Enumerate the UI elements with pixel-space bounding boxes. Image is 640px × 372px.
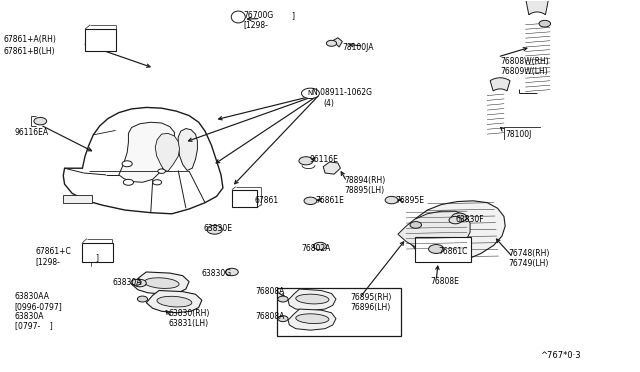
- Text: 67861+B(LH): 67861+B(LH): [4, 47, 56, 56]
- Circle shape: [539, 20, 550, 27]
- Ellipse shape: [144, 278, 179, 288]
- Polygon shape: [147, 291, 202, 313]
- Bar: [276, 288, 401, 336]
- Bar: [232, 190, 257, 208]
- Polygon shape: [178, 129, 197, 170]
- Text: 67861+C: 67861+C: [35, 247, 71, 256]
- Polygon shape: [132, 272, 189, 294]
- Text: 96116E: 96116E: [309, 155, 338, 164]
- Polygon shape: [119, 122, 174, 182]
- Text: 63831(LH): 63831(LH): [168, 320, 208, 328]
- Text: ]: ]: [291, 11, 294, 20]
- Polygon shape: [63, 108, 223, 214]
- Bar: [85, 29, 116, 51]
- Text: 63830A: 63830A: [113, 278, 142, 287]
- Polygon shape: [333, 38, 342, 47]
- Ellipse shape: [296, 314, 329, 324]
- Circle shape: [326, 40, 337, 46]
- Circle shape: [452, 238, 467, 247]
- Text: N: N: [308, 90, 313, 96]
- Text: 76895E: 76895E: [396, 196, 424, 205]
- Bar: [415, 237, 470, 262]
- Ellipse shape: [231, 11, 245, 23]
- Text: (4): (4): [323, 99, 334, 108]
- Circle shape: [301, 88, 319, 99]
- Circle shape: [207, 225, 222, 234]
- Text: 76808A: 76808A: [255, 312, 284, 321]
- Circle shape: [429, 244, 444, 253]
- Text: 63830AA: 63830AA: [15, 292, 50, 301]
- Text: 96116EA: 96116EA: [15, 128, 49, 137]
- Text: 67861+A(RH): 67861+A(RH): [4, 35, 57, 44]
- Circle shape: [385, 196, 398, 204]
- Ellipse shape: [157, 296, 192, 307]
- Circle shape: [138, 296, 148, 302]
- Circle shape: [131, 279, 141, 285]
- Circle shape: [452, 213, 467, 222]
- Bar: [63, 195, 92, 203]
- Text: 76808A: 76808A: [255, 287, 284, 296]
- Text: 76748(RH): 76748(RH): [508, 249, 550, 258]
- Text: 76895(RH): 76895(RH): [351, 293, 392, 302]
- Circle shape: [304, 197, 317, 205]
- Text: 63830G: 63830G: [202, 269, 232, 278]
- Text: N 08911-1062G: N 08911-1062G: [312, 88, 372, 97]
- Circle shape: [124, 179, 134, 185]
- Circle shape: [34, 118, 47, 125]
- Text: [1298-: [1298-: [35, 257, 60, 266]
- Text: 63830A: 63830A: [15, 312, 44, 321]
- Text: 76896(LH): 76896(LH): [351, 303, 391, 312]
- Circle shape: [299, 157, 313, 165]
- Text: 63830F: 63830F: [456, 215, 484, 224]
- Polygon shape: [156, 134, 179, 171]
- Text: 76809W(LH): 76809W(LH): [500, 67, 548, 76]
- Text: [0996-0797]: [0996-0797]: [15, 302, 63, 311]
- Text: 78100JA: 78100JA: [342, 42, 374, 51]
- Text: [1298-: [1298-: [243, 20, 268, 29]
- Text: 63830E: 63830E: [204, 224, 233, 233]
- Text: 76861C: 76861C: [439, 247, 468, 256]
- Bar: [83, 243, 113, 262]
- Text: 76700G: 76700G: [243, 11, 274, 20]
- Text: 76808W(RH): 76808W(RH): [500, 57, 549, 66]
- Circle shape: [158, 169, 166, 173]
- Text: 78894(RH): 78894(RH): [344, 176, 385, 185]
- Circle shape: [153, 180, 162, 185]
- Text: 76802A: 76802A: [301, 244, 330, 253]
- Polygon shape: [288, 309, 336, 330]
- Circle shape: [278, 296, 288, 302]
- Circle shape: [314, 242, 326, 250]
- Text: ]: ]: [95, 253, 98, 262]
- Polygon shape: [323, 162, 340, 174]
- Polygon shape: [525, 0, 549, 15]
- Polygon shape: [398, 211, 470, 251]
- Polygon shape: [490, 78, 510, 91]
- Polygon shape: [288, 289, 336, 311]
- Text: ^767*0·3: ^767*0·3: [540, 351, 581, 360]
- Text: [0797-    ]: [0797- ]: [15, 321, 52, 331]
- Circle shape: [225, 268, 238, 276]
- Polygon shape: [408, 201, 505, 262]
- Circle shape: [449, 217, 462, 224]
- Text: 78100J: 78100J: [505, 130, 532, 140]
- Ellipse shape: [296, 294, 329, 304]
- Text: 67861: 67861: [255, 196, 279, 205]
- Text: 76808E: 76808E: [430, 277, 459, 286]
- Circle shape: [122, 161, 132, 167]
- Circle shape: [278, 316, 288, 322]
- Text: 76749(LH): 76749(LH): [508, 259, 548, 267]
- Circle shape: [410, 222, 422, 228]
- Text: 63830(RH): 63830(RH): [168, 310, 209, 318]
- Text: 78895(LH): 78895(LH): [344, 186, 385, 195]
- Circle shape: [134, 279, 147, 287]
- Text: 76861E: 76861E: [315, 196, 344, 205]
